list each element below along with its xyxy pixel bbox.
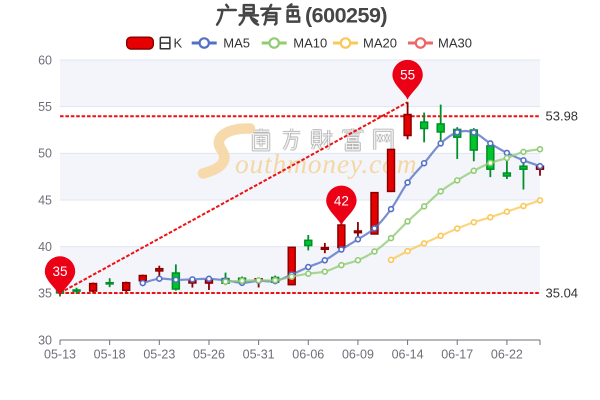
svg-text:40: 40 [38, 240, 52, 254]
svg-text:35: 35 [52, 264, 67, 279]
svg-text:K: K [174, 36, 183, 51]
svg-text:05-13: 05-13 [44, 348, 76, 362]
svg-text:MA30: MA30 [438, 36, 472, 51]
svg-text:05-31: 05-31 [243, 348, 275, 362]
svg-text:42: 42 [334, 193, 349, 208]
svg-text:06-09: 06-09 [342, 348, 374, 362]
svg-text:MA10: MA10 [293, 36, 327, 51]
svg-text:05-26: 05-26 [193, 348, 225, 362]
svg-text:55: 55 [38, 100, 52, 114]
svg-text:05-23: 05-23 [143, 348, 175, 362]
svg-text:06-14: 06-14 [392, 348, 424, 362]
svg-text:MA5: MA5 [223, 36, 250, 51]
svg-text:50: 50 [38, 147, 52, 161]
svg-text:53.98: 53.98 [546, 109, 579, 124]
svg-text:35.04: 35.04 [546, 285, 579, 300]
svg-text:MA20: MA20 [363, 36, 397, 51]
svg-text:60: 60 [38, 53, 52, 67]
svg-text:55: 55 [400, 68, 415, 83]
svg-text:(600259): (600259) [305, 3, 387, 27]
svg-text:05-18: 05-18 [94, 348, 126, 362]
svg-text:outhmoney.com: outhmoney.com [235, 148, 417, 179]
svg-text:45: 45 [38, 193, 52, 207]
svg-text:06-06: 06-06 [292, 348, 324, 362]
svg-text:30: 30 [38, 333, 52, 347]
svg-text:06-17: 06-17 [441, 348, 473, 362]
svg-text:35: 35 [38, 287, 52, 301]
svg-text:06-22: 06-22 [491, 348, 523, 362]
